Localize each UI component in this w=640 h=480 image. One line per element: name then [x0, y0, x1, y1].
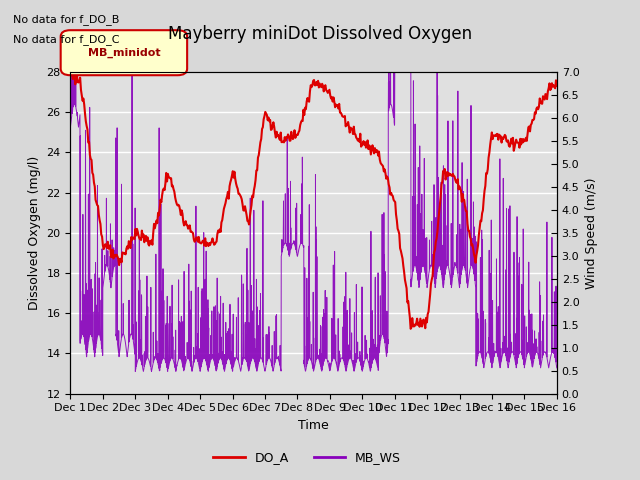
Text: MB_minidot: MB_minidot	[88, 48, 160, 58]
FancyBboxPatch shape	[61, 30, 187, 75]
Y-axis label: Dissolved Oxygen (mg/l): Dissolved Oxygen (mg/l)	[28, 156, 41, 310]
Legend: DO_A, MB_WS: DO_A, MB_WS	[209, 446, 406, 469]
Y-axis label: Wind Speed (m/s): Wind Speed (m/s)	[585, 177, 598, 288]
Text: No data for f_DO_B: No data for f_DO_B	[13, 14, 119, 25]
Text: No data for f_DO_C: No data for f_DO_C	[13, 34, 119, 45]
Text: Mayberry miniDot Dissolved Oxygen: Mayberry miniDot Dissolved Oxygen	[168, 24, 472, 43]
X-axis label: Time: Time	[298, 419, 329, 432]
